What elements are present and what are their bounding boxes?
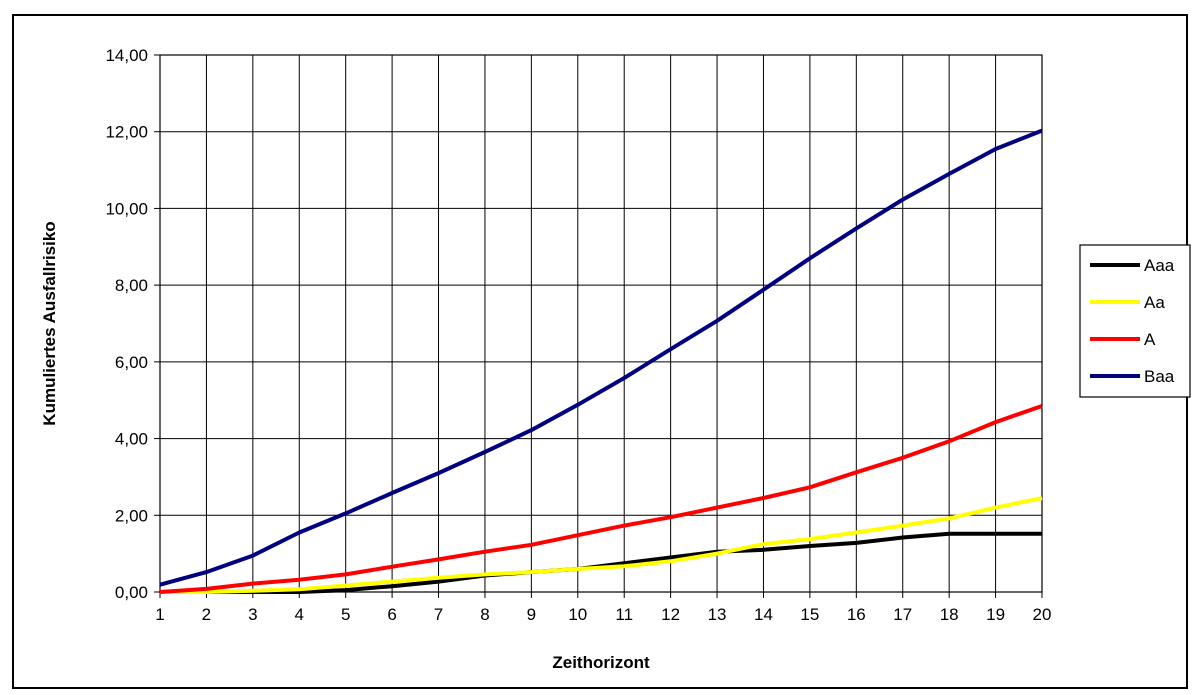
x-tick-label: 17	[893, 605, 912, 624]
series-lines	[159, 128, 1043, 594]
x-tick-label: 11	[615, 605, 633, 624]
x-tick-label: 8	[480, 605, 489, 624]
x-tick-label: 14	[754, 605, 773, 624]
x-tick-label: 2	[202, 605, 211, 624]
x-tick-label: 6	[387, 605, 396, 624]
plot-border	[159, 54, 1043, 593]
x-tick-label: 5	[341, 605, 350, 624]
y-tick-label: 4,00	[115, 430, 148, 449]
x-tick-label: 18	[940, 605, 959, 624]
x-tick-label: 15	[800, 605, 819, 624]
x-tick-label: 10	[568, 605, 587, 624]
x-tick-label: 7	[434, 605, 443, 624]
series-line-a	[159, 404, 1043, 594]
legend-label-baa: Baa	[1144, 367, 1175, 386]
series-line-aa	[160, 496, 1043, 594]
y-tick-label: 12,00	[105, 123, 148, 142]
y-tick-labels: 0,00 2,00 4,00 6,00 8,00 10,00 12,00 14,00	[105, 46, 148, 602]
grid-lines	[154, 54, 1043, 598]
y-tick-label: 10,00	[105, 199, 148, 218]
x-tick-label: 19	[986, 605, 1005, 624]
legend-label-aa: Aa	[1144, 293, 1165, 312]
x-tick-label: 9	[527, 605, 536, 624]
x-axis-title: Zeithorizont	[552, 653, 650, 672]
x-tick-labels: 1 2 3 4 5 6 7 8 9 10 11 12 13 14 15 16 17 18 19 20	[155, 605, 1051, 624]
y-tick-label: 0,00	[115, 583, 148, 602]
x-tick-label: 3	[248, 605, 257, 624]
x-tick-label: 12	[661, 605, 680, 624]
plot-area	[159, 54, 1043, 593]
x-tick-label: 20	[1033, 605, 1052, 624]
x-tick-label: 1	[155, 605, 164, 624]
legend-label-aaa: Aaa	[1144, 256, 1175, 275]
x-tick-label: 4	[295, 605, 304, 624]
y-axis-title: Kumuliertes Ausfallrisiko	[40, 221, 59, 425]
x-tick-label: 16	[847, 605, 866, 624]
y-tick-label: 14,00	[105, 46, 148, 65]
y-tick-label: 2,00	[115, 506, 148, 525]
y-tick-label: 6,00	[115, 353, 148, 372]
legend-label-a: A	[1144, 330, 1156, 349]
legend: Aaa Aa A Baa	[1079, 244, 1191, 398]
legend-box	[1079, 244, 1191, 398]
y-tick-label: 8,00	[115, 276, 148, 295]
series-line-baa	[159, 128, 1043, 587]
x-tick-label: 13	[708, 605, 727, 624]
